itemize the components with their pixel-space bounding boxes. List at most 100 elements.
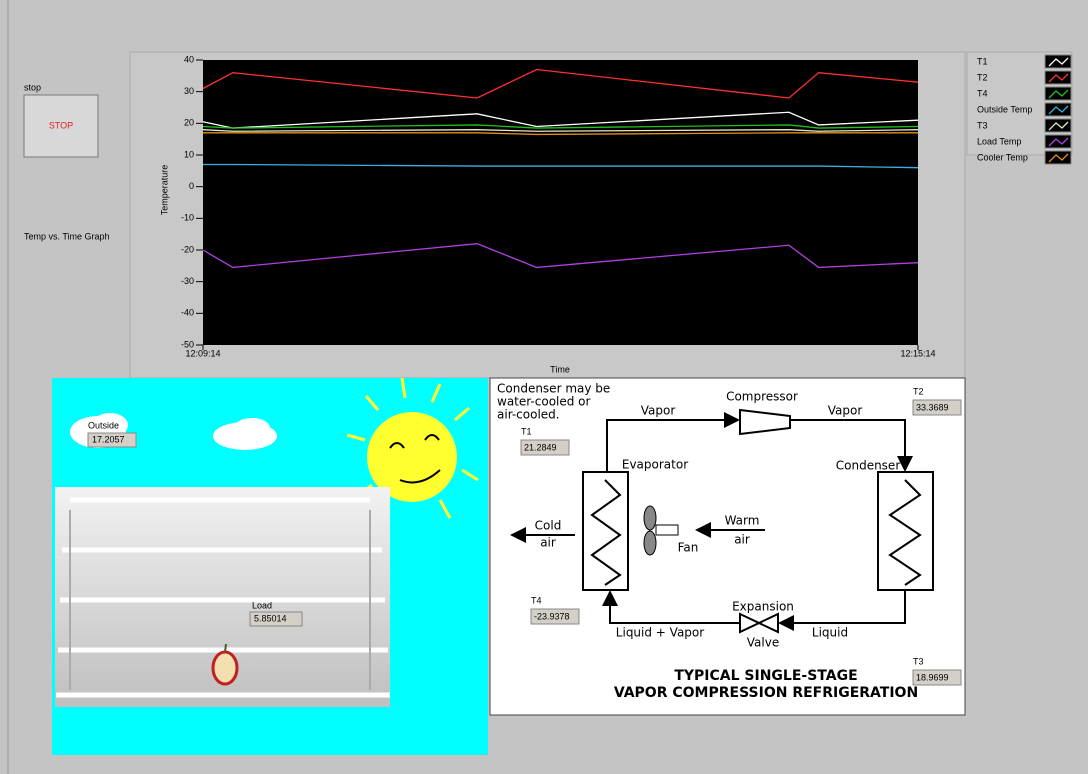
- load-value: 5.85014: [254, 613, 287, 623]
- indicator-label: T2: [913, 386, 924, 396]
- legend-label: Outside Temp: [977, 104, 1032, 114]
- indicator-value: -23.9378: [534, 611, 570, 621]
- stop-button[interactable]: [23, 94, 99, 158]
- pipe: [778, 590, 906, 631]
- scene: [56, 497, 390, 698]
- y-tick-label: -40: [181, 308, 194, 318]
- note-line: air-cooled.: [497, 408, 560, 422]
- series-line: [202, 129, 919, 132]
- coil: [888, 479, 922, 586]
- warm-air-label: Warm: [725, 514, 760, 528]
- legend-line: [1048, 73, 1069, 83]
- indicator-label: T3: [913, 656, 924, 666]
- y-tick-label: -30: [181, 276, 194, 286]
- fan-label: Fan: [678, 541, 699, 555]
- y-tick-label: 20: [184, 118, 194, 128]
- legend-line: [1048, 89, 1069, 99]
- series-line: [202, 68, 919, 99]
- scene: [389, 434, 441, 484]
- indicator-box: [912, 399, 962, 416]
- series-line: [202, 243, 919, 269]
- liquid-vapor-label: Liquid + Vapor: [616, 626, 704, 640]
- condenser-label: Condenser: [836, 459, 901, 473]
- indicator-box: [520, 439, 570, 456]
- indicator-value: 33.3689: [916, 402, 949, 412]
- pipe: [790, 419, 913, 472]
- scene: [69, 510, 371, 690]
- plot-area: [203, 60, 918, 345]
- legend-label: T4: [977, 88, 988, 98]
- load-indicator: [249, 611, 303, 627]
- valve-label: Valve: [747, 636, 779, 650]
- note-line: Condenser may be: [497, 382, 610, 396]
- outside-label: Outside: [88, 420, 119, 430]
- diagram-title: TYPICAL SINGLE-STAGE: [674, 668, 857, 684]
- y-tick-label: -50: [181, 339, 194, 349]
- vapor-label: Vapor: [641, 404, 676, 418]
- legend-label: Load Temp: [977, 136, 1021, 146]
- y-tick-label: 0: [189, 181, 194, 191]
- stop-text[interactable]: STOP: [49, 120, 73, 130]
- y-tick-label: -20: [181, 244, 194, 254]
- vapor-label: Vapor: [828, 404, 863, 418]
- valve: [739, 612, 779, 634]
- evaporator-label: Evaporator: [622, 458, 688, 472]
- outside-indicator: [87, 432, 137, 448]
- cold-air-label: Cold: [535, 519, 562, 533]
- outside-value: 17.2057: [92, 434, 125, 444]
- legend-label: T3: [977, 120, 988, 130]
- diagram: Condenser may be water-cooled or air-coo…: [489, 377, 966, 716]
- scene: [234, 418, 270, 438]
- legend-line: [1048, 105, 1069, 115]
- fan-motor: [655, 524, 679, 536]
- y-tick-label: -10: [181, 213, 194, 223]
- indicator-label: T1: [521, 426, 532, 436]
- x-tick-label: 12:15:14: [900, 348, 935, 358]
- series-line: [203, 163, 919, 169]
- indicator-value: 21.2849: [524, 442, 557, 452]
- legend-label: T1: [977, 56, 988, 66]
- cold-air-label: air: [540, 536, 556, 550]
- scene: [92, 413, 128, 437]
- legend-label: Cooler Temp: [977, 152, 1028, 162]
- legend-line: [1048, 57, 1069, 67]
- indicator-box: [912, 669, 962, 686]
- evaporator: [582, 471, 629, 591]
- compressor: [739, 408, 791, 436]
- x-tick-label: 12:09:14: [185, 348, 220, 358]
- pipe: [602, 590, 740, 624]
- load-label: Load: [252, 600, 272, 610]
- fan-blade: [643, 530, 657, 556]
- fan-blade: [643, 505, 657, 531]
- compressor-label: Compressor: [726, 390, 798, 404]
- y-axis-label: Temperature: [159, 165, 169, 216]
- scene: [211, 650, 239, 686]
- scene: [346, 377, 479, 519]
- indicator-label: T4: [531, 595, 542, 605]
- chart-title: Temp vs. Time Graph: [24, 231, 110, 241]
- warm-air-label: air: [734, 533, 750, 547]
- y-tick-label: 40: [184, 54, 194, 64]
- indicator-value: 18.9699: [916, 672, 949, 682]
- pipe: [606, 412, 740, 472]
- condenser: [877, 471, 934, 591]
- diagram: [489, 377, 966, 716]
- scene: [52, 377, 488, 755]
- scene: [224, 643, 227, 653]
- series-line: [202, 124, 919, 129]
- legend-line: [1048, 137, 1069, 147]
- series-line: [203, 132, 918, 136]
- note-line: water-cooled or: [497, 395, 591, 409]
- stop-label: stop: [24, 82, 41, 92]
- liquid-label: Liquid: [812, 626, 848, 640]
- x-axis-label: Time: [550, 364, 570, 374]
- legend-line: [1048, 153, 1069, 163]
- y-tick-label: 30: [184, 86, 194, 96]
- legend-label: T2: [977, 72, 988, 82]
- coil: [590, 479, 622, 586]
- legend-line: [1048, 121, 1069, 131]
- indicator-box: [530, 608, 580, 625]
